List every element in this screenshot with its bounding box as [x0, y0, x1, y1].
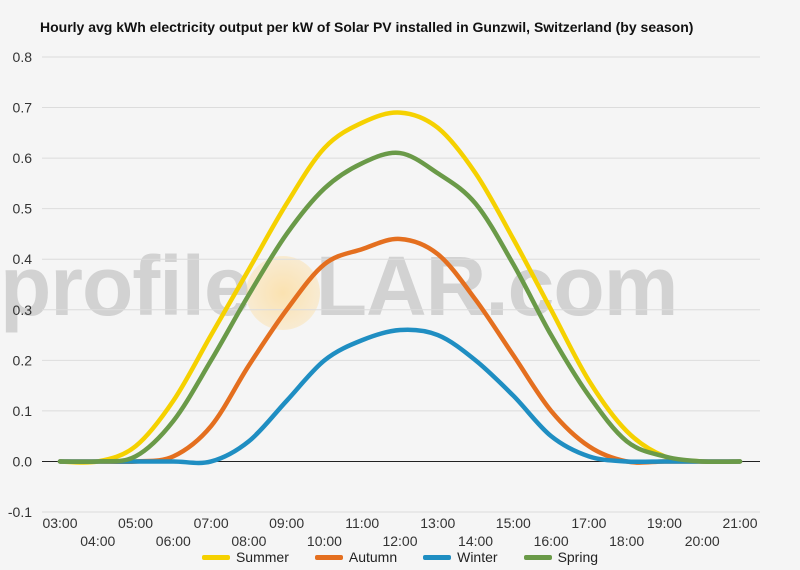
x-tick-label: 06:00 — [156, 533, 191, 549]
legend-item-summer: Summer — [201, 549, 289, 565]
x-tick-label: 03:00 — [42, 515, 77, 531]
x-tick-label: 20:00 — [685, 533, 720, 549]
series-line-summer — [57, 110, 743, 465]
x-tick-label: 07:00 — [194, 515, 229, 531]
x-tick-label: 10:00 — [307, 533, 342, 549]
x-tick-label: 14:00 — [458, 533, 493, 549]
x-tick-label: 18:00 — [609, 533, 644, 549]
x-tick-label: 13:00 — [420, 515, 455, 531]
x-tick-label: 21:00 — [722, 515, 757, 531]
y-tick-label: 0.8 — [13, 49, 33, 65]
x-tick-label: 19:00 — [647, 515, 682, 531]
chart-title: Hourly avg kWh electricity output per kW… — [40, 19, 694, 35]
y-tick-label: -0.1 — [8, 504, 32, 520]
x-tick-label: 04:00 — [80, 533, 115, 549]
legend-item-spring: Spring — [523, 549, 599, 565]
watermark-text-post: LAR.com — [315, 239, 679, 333]
x-tick-label: 05:00 — [118, 515, 153, 531]
y-tick-label: 0.3 — [13, 302, 33, 318]
series-line-winter — [57, 327, 743, 466]
y-tick-label: 0.2 — [13, 352, 33, 368]
legend-swatch — [523, 554, 552, 560]
x-tick-label: 11:00 — [345, 515, 379, 531]
x-tick-label: 17:00 — [571, 515, 606, 531]
y-tick-label: 0.7 — [13, 100, 33, 116]
legend-item-autumn: Autumn — [314, 549, 398, 565]
x-tick-label: 15:00 — [496, 515, 531, 531]
legend-label: Spring — [557, 549, 599, 565]
x-tick-label: 16:00 — [534, 533, 569, 549]
legend-label: Winter — [457, 549, 498, 565]
x-tick-label: 12:00 — [382, 533, 417, 549]
y-tick-label: 0.6 — [13, 150, 33, 166]
chart-legend: Summer Autumn Winter Spring — [0, 549, 800, 565]
y-tick-label: 0.1 — [13, 403, 33, 419]
x-tick-label: 08:00 — [231, 533, 266, 549]
legend-item-winter: Winter — [423, 549, 498, 565]
y-tick-label: 0.5 — [13, 201, 33, 217]
y-tick-label: 0.0 — [13, 453, 33, 469]
series-line-autumn — [57, 236, 743, 465]
y-tick-label: 0.4 — [13, 251, 33, 267]
watermark-text-pre: profile — [0, 239, 251, 333]
legend-swatch — [201, 554, 230, 560]
series-line-spring — [57, 150, 743, 465]
legend-label: Summer — [235, 549, 289, 565]
legend-swatch — [314, 554, 343, 560]
legend-label: Autumn — [348, 549, 398, 565]
watermark: profile LAR.com — [0, 238, 679, 335]
legend-swatch — [423, 554, 452, 560]
x-tick-label: 09:00 — [269, 515, 304, 531]
